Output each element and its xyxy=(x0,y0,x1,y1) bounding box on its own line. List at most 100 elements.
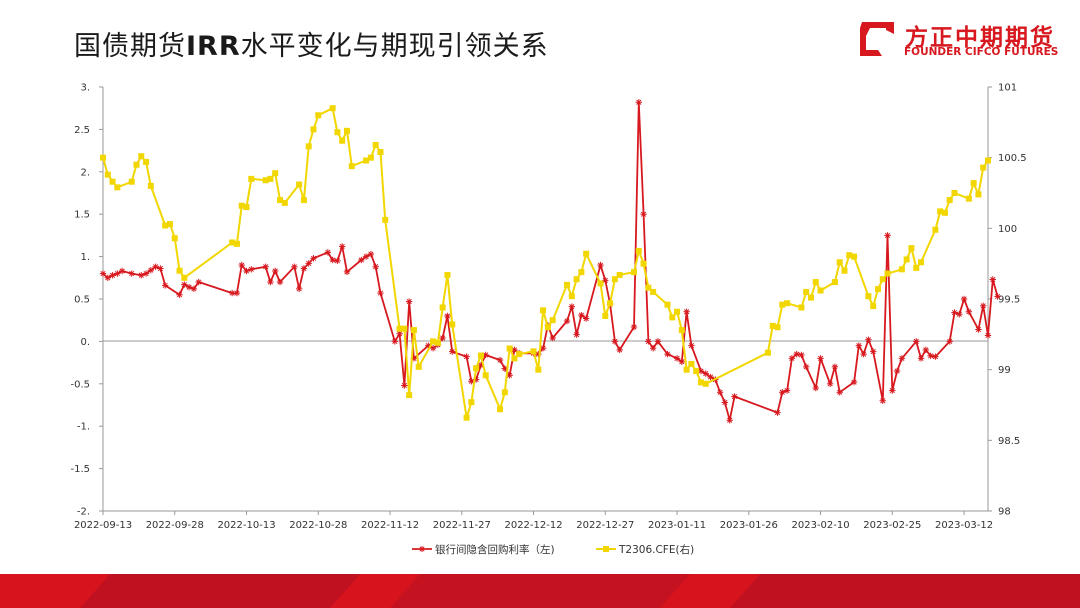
futures-point xyxy=(334,129,341,136)
irr-point xyxy=(649,344,657,352)
futures-point xyxy=(693,368,700,375)
futures-point xyxy=(114,184,121,191)
left-tick-label: -1.5 xyxy=(70,464,90,475)
irr-point xyxy=(176,291,183,298)
left-tick-label: 2.5 xyxy=(74,125,90,136)
futures-point xyxy=(779,301,786,308)
irr-point xyxy=(377,289,384,297)
irr-point xyxy=(994,293,1001,300)
irr-point xyxy=(429,344,437,352)
irr-point xyxy=(444,312,451,320)
futures-point xyxy=(918,259,925,266)
irr-point xyxy=(405,298,413,305)
futures-point xyxy=(463,414,470,421)
irr-point xyxy=(673,355,681,362)
futures-point xyxy=(468,399,475,406)
futures-point xyxy=(233,240,240,247)
right-tick-label: 99.5 xyxy=(998,295,1020,306)
irr-point xyxy=(850,378,858,386)
right-tick-label: 100 xyxy=(998,224,1017,235)
left-tick-label: 2. xyxy=(80,167,90,178)
futures-point xyxy=(678,327,685,334)
futures-point xyxy=(248,175,255,182)
x-tick-label: 2022-11-12 xyxy=(361,520,419,531)
futures-point xyxy=(348,163,355,170)
irr-point xyxy=(468,378,475,385)
left-tick-label: 1.5 xyxy=(74,210,90,221)
futures-point xyxy=(544,324,551,331)
futures-point xyxy=(100,154,106,161)
irr-point xyxy=(640,211,647,218)
futures-point xyxy=(382,216,389,223)
irr-point xyxy=(295,285,303,293)
futures-point xyxy=(530,348,537,355)
irr-point xyxy=(879,397,886,404)
futures-point xyxy=(946,197,953,204)
irr-point xyxy=(831,363,839,371)
futures-point xyxy=(406,392,413,399)
futures-point xyxy=(846,252,853,259)
irr-point xyxy=(401,382,408,389)
logo-name-en: FOUNDER CIFCO FUTURES xyxy=(904,46,1059,58)
futures-point xyxy=(874,286,881,293)
irr-point xyxy=(721,399,729,406)
left-tick-label: 3. xyxy=(80,83,90,94)
futures-point xyxy=(851,253,858,260)
irr-point xyxy=(630,323,638,331)
futures-point xyxy=(444,271,451,278)
futures-point xyxy=(774,324,781,331)
irr-point xyxy=(181,281,188,288)
irr-point xyxy=(157,265,164,272)
logo-name-cn: 方正中期期货 xyxy=(905,25,1055,51)
irr-point xyxy=(118,267,126,275)
irr-point xyxy=(602,277,609,284)
x-tick-label: 2022-10-28 xyxy=(289,520,347,531)
irr-point xyxy=(104,274,111,281)
irr-point xyxy=(616,346,623,354)
irr-point xyxy=(161,282,169,289)
irr-point xyxy=(267,278,274,286)
futures-point xyxy=(229,239,236,246)
legend-futures-marker xyxy=(603,546,609,552)
futures-point xyxy=(578,269,585,276)
x-tick-label: 2022-09-13 xyxy=(74,520,132,531)
legend-futures-label: T2306.CFE(右) xyxy=(618,543,694,556)
irr-point xyxy=(233,289,241,297)
irr-point xyxy=(291,263,298,270)
futures-point xyxy=(831,279,838,286)
futures-point xyxy=(903,256,910,263)
irr-point xyxy=(664,350,671,358)
irr-point xyxy=(922,346,930,354)
futures-point xyxy=(497,406,504,413)
futures-point xyxy=(645,284,652,291)
futures-point xyxy=(683,366,690,373)
futures-point xyxy=(176,267,183,274)
irr-point xyxy=(195,278,202,286)
futures-point xyxy=(937,208,944,215)
futures-point xyxy=(372,141,379,148)
irr-point xyxy=(338,243,346,250)
futures-point xyxy=(415,363,422,370)
futures-point xyxy=(133,161,140,168)
futures-point xyxy=(616,271,623,278)
futures-point xyxy=(865,293,872,300)
irr-point xyxy=(654,338,662,345)
futures-point xyxy=(640,260,647,267)
futures-point xyxy=(702,380,709,387)
irr-point xyxy=(726,417,733,424)
futures-point xyxy=(611,276,618,283)
irr-point xyxy=(276,278,284,286)
irr-point xyxy=(463,353,470,360)
irr-point xyxy=(645,338,652,345)
futures-point xyxy=(238,202,245,209)
irr-point xyxy=(965,308,973,315)
futures-point xyxy=(147,182,154,189)
left-tick-label: -2. xyxy=(77,507,90,518)
futures-point xyxy=(128,178,135,185)
irr-point xyxy=(362,253,370,260)
irr-point xyxy=(898,355,906,362)
futures-point xyxy=(434,339,441,346)
futures-point xyxy=(343,127,350,134)
irr-point xyxy=(731,393,738,400)
x-tick-label: 2023-02-10 xyxy=(792,520,850,531)
